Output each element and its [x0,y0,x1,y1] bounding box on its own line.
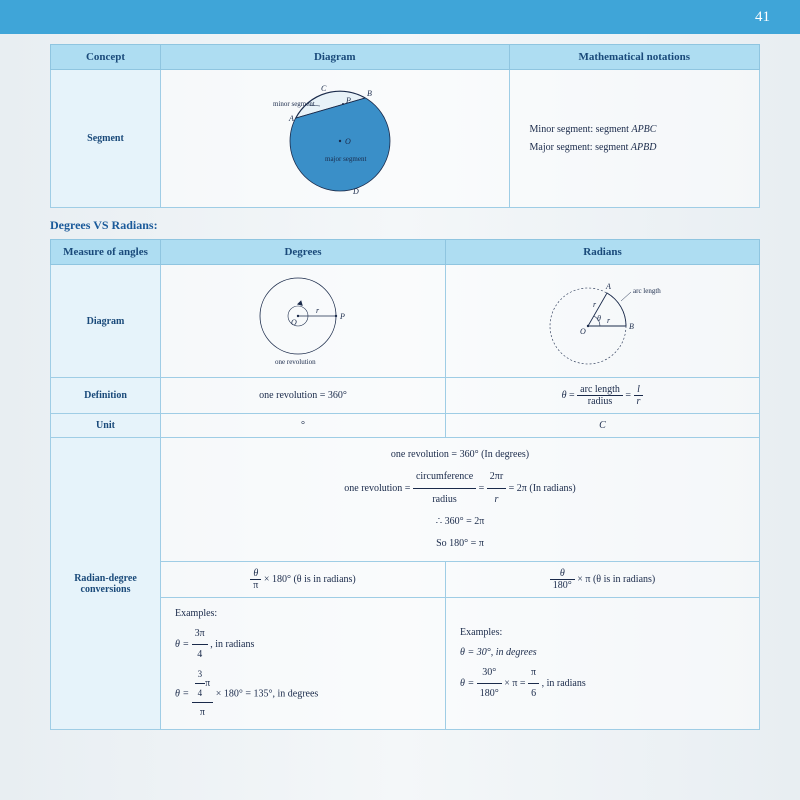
page-header: 41 [0,0,800,34]
svg-text:D: D [352,187,359,196]
content: Concept Diagram Mathematical notations S… [0,34,800,740]
conv-formula-deg: θπ × 180° (θ is in radians) [161,562,446,598]
table-row: Definition one revolution = 360° θ = arc… [51,378,760,414]
svg-text:P: P [345,96,351,105]
examples-deg: Examples: θ = 3π4 , in radians θ = 34π π… [161,598,446,730]
row-definition: Definition [51,378,161,414]
unit-deg: ° [161,414,446,438]
svg-text:r: r [593,300,597,309]
def-degrees: one revolution = 360° [161,378,446,414]
svg-text:P: P [339,312,345,321]
col-measure: Measure of angles [51,240,161,265]
conv-formula-rad: θ180° × π (θ is in radians) [446,562,760,598]
col-concept: Concept [51,45,161,70]
svg-text:B: B [629,322,634,331]
svg-text:r: r [316,306,320,315]
table-row: Concept Diagram Mathematical notations [51,45,760,70]
row-conversions: Radian-degree conversions [51,438,161,730]
conversion-derivation: one revolution = 360° (In degrees) one r… [161,438,760,562]
table-row: Diagram O P r one revolution [51,265,760,378]
degrees-radians-table: Measure of angles Degrees Radians Diagra… [50,239,760,730]
table-row: Unit ° C [51,414,760,438]
degrees-diagram: O P r one revolution [161,265,446,378]
svg-text:O: O [580,327,586,336]
segment-diagram: A B C D O P minor segment major segment [161,70,510,208]
row-label: Segment [51,70,161,208]
col-radians: Radians [446,240,760,265]
unit-rad: C [446,414,760,438]
radians-diagram: O A B r r θ arc length [446,265,760,378]
section-title: Degrees VS Radians: [50,218,760,233]
svg-text:arc length: arc length [633,287,661,295]
svg-text:A: A [288,114,294,123]
page-number: 41 [755,9,770,26]
examples-rad: Examples: θ = 30°, in degrees θ = 30°180… [446,598,760,730]
table-row: Radian-degree conversions one revolution… [51,438,760,562]
notation-line: Minor segment: segment APBC [530,121,751,139]
svg-text:r: r [607,316,611,325]
segment-table: Concept Diagram Mathematical notations S… [50,44,760,208]
svg-text:O: O [291,318,297,327]
page: 41 Concept Diagram Mathematical notation… [0,0,800,800]
notation-line: Major segment: segment APBD [530,139,751,157]
col-notations: Mathematical notations [509,45,759,70]
svg-text:B: B [367,89,372,98]
table-row: Segment A B C D O P minor segme [51,70,760,208]
col-degrees: Degrees [161,240,446,265]
def-radians: θ = arc lengthradius = lr [446,378,760,414]
svg-text:C: C [321,84,327,93]
svg-text:major segment: major segment [325,155,366,163]
row-diagram: Diagram [51,265,161,378]
table-row: Measure of angles Degrees Radians [51,240,760,265]
svg-text:θ: θ [597,314,601,323]
col-diagram: Diagram [161,45,510,70]
svg-text:O: O [345,137,351,146]
row-unit: Unit [51,414,161,438]
notations-cell: Minor segment: segment APBC Major segmen… [509,70,759,208]
svg-text:A: A [605,282,611,291]
svg-text:minor segment: minor segment [273,100,315,108]
svg-text:one revolution: one revolution [275,358,316,366]
